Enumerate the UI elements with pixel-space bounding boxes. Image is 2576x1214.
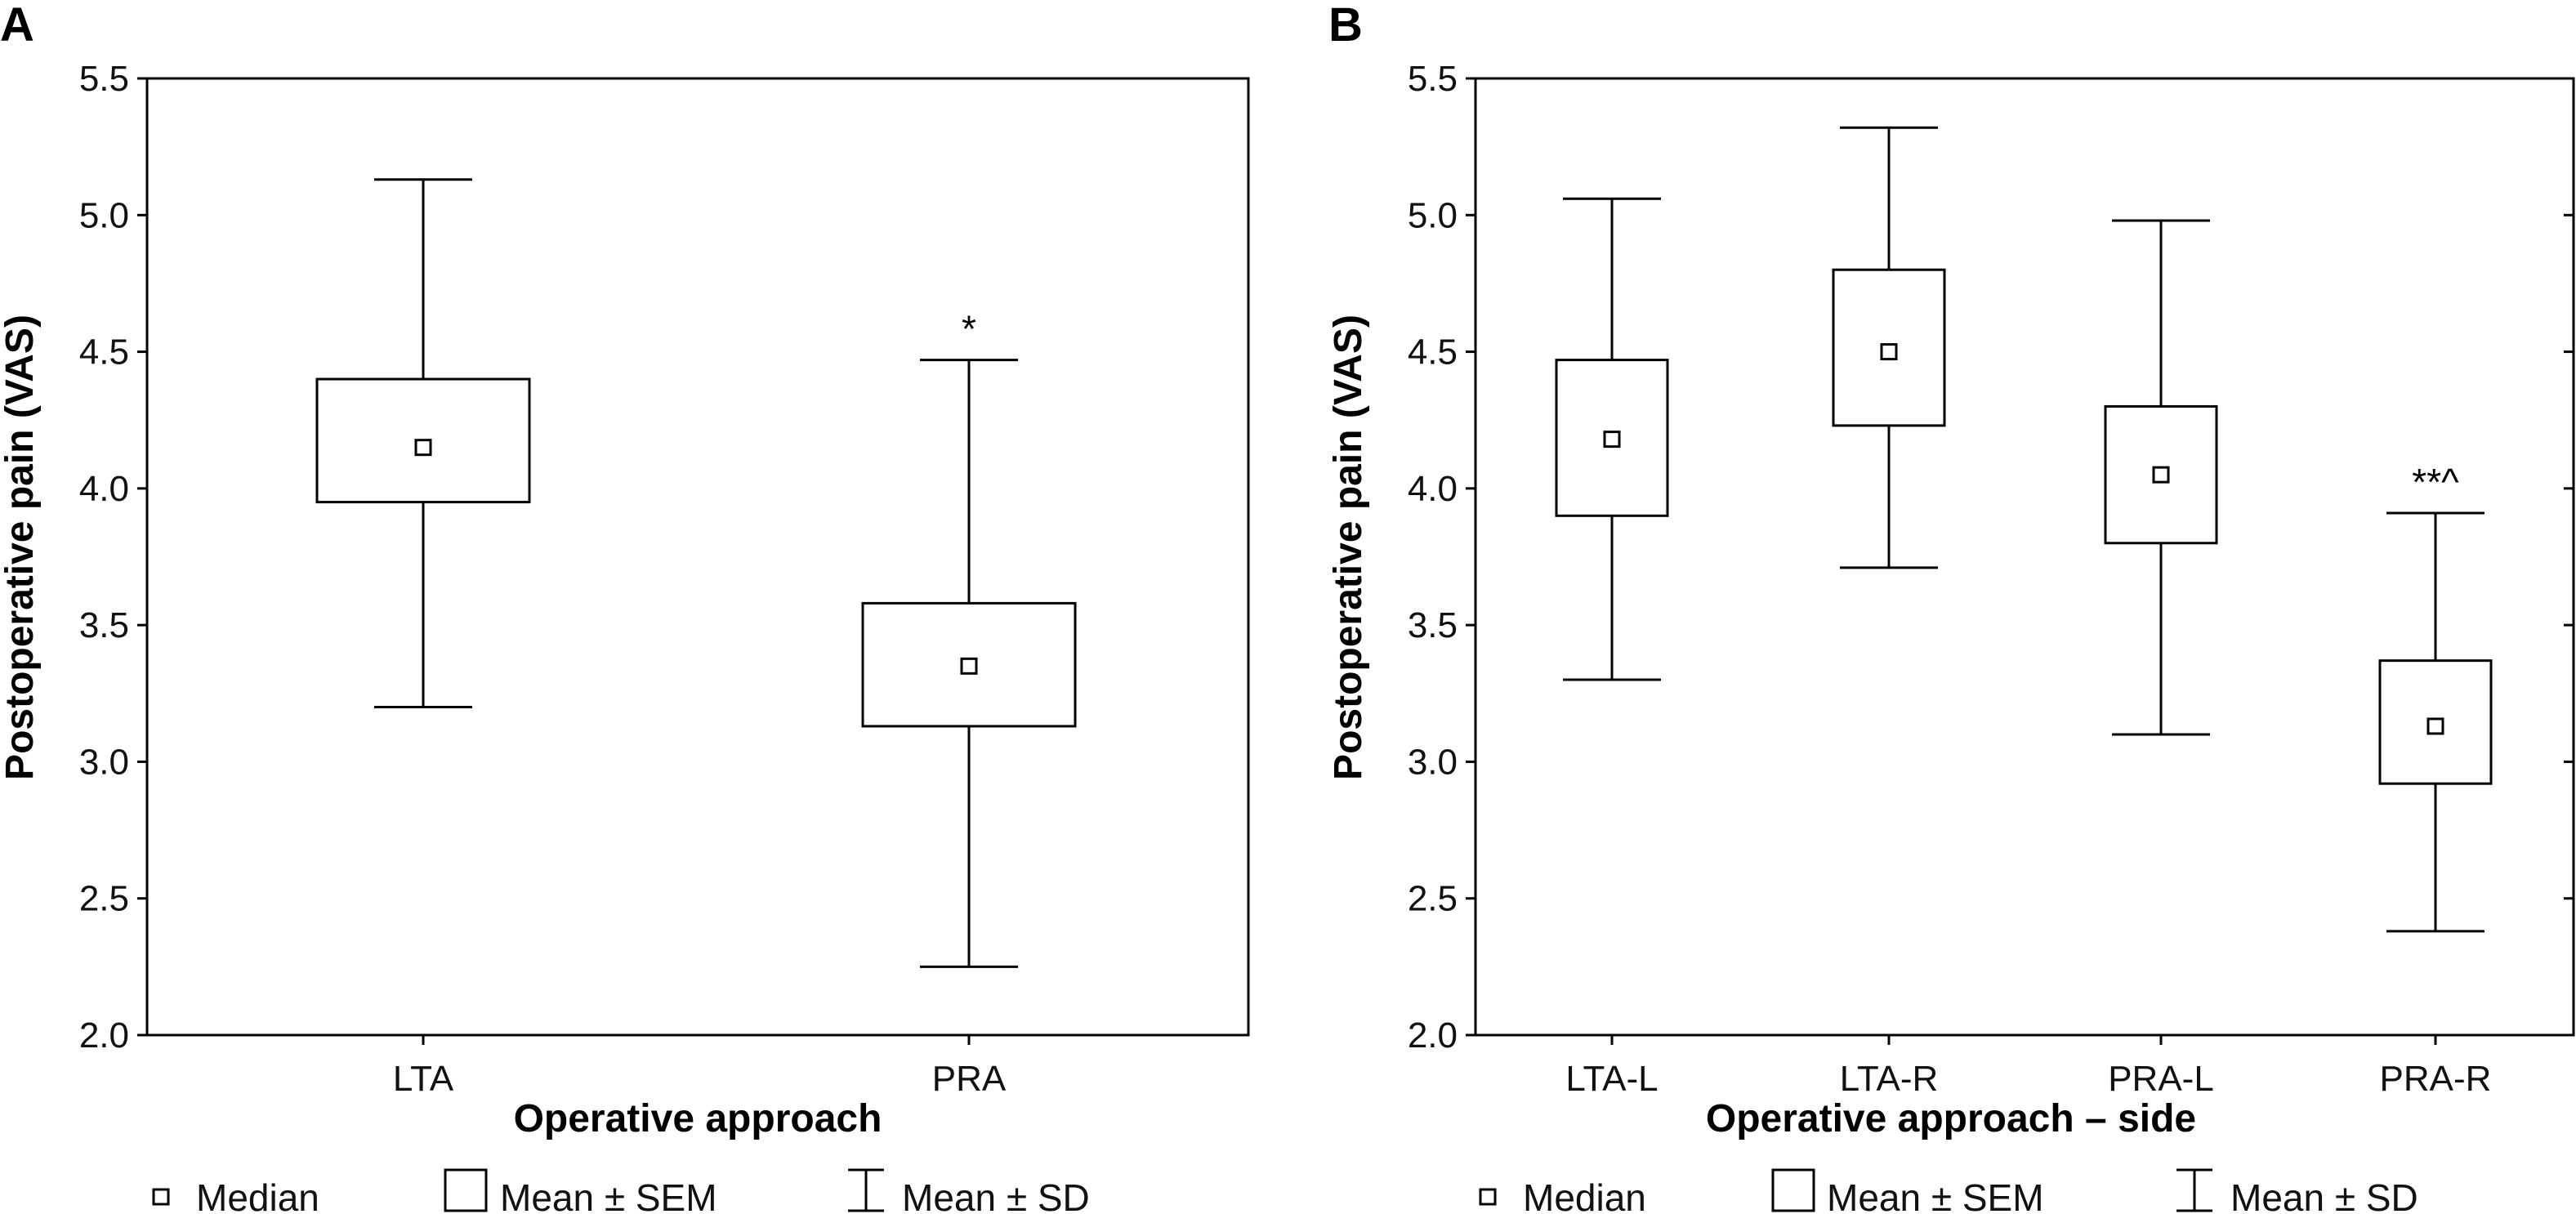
legend-sd-marker <box>848 1168 884 1212</box>
significance-annotation: * <box>962 308 976 350</box>
significance-annotation: **^ <box>2412 461 2459 503</box>
x-tick-label: LTA <box>393 1059 454 1099</box>
panel-b-x-axis-title: Operative approach – side <box>1706 1097 2196 1140</box>
y-tick-label: 4.5 <box>1408 333 1458 373</box>
panel-a-y-axis: 2.0 2.5 3.0 3.5 4.0 4.5 5.0 5.5 <box>79 59 147 1056</box>
legend-median-label: Median <box>196 1176 319 1214</box>
panel-a-box-marks: * <box>315 178 1077 968</box>
y-tick-label: 4.0 <box>1408 469 1458 509</box>
panel-b-x-axis: LTA-L LTA-R PRA-L PRA-R <box>1565 1035 2491 1099</box>
y-tick-label: 5.5 <box>79 59 129 99</box>
y-tick-label: 2.5 <box>1408 879 1458 919</box>
y-tick-label: 5.5 <box>1408 59 1458 99</box>
y-tick-label: 2.5 <box>79 879 129 919</box>
legend-sem-label: Mean ± SEM <box>1827 1176 2044 1214</box>
panel-b-y-axis-title: Postoperative pain (VAS) <box>1327 315 1370 780</box>
median-marker <box>414 439 432 457</box>
legend-sem-label: Mean ± SEM <box>500 1176 717 1214</box>
x-tick-label: PRA <box>932 1059 1007 1099</box>
legend-sem-marker <box>444 1168 488 1212</box>
panel-b-y-axis: 2.0 2.5 3.0 3.5 4.0 4.5 5.0 5.5 <box>1408 59 2574 1056</box>
panel-a-label: A <box>0 0 34 51</box>
x-tick-label: LTA-R <box>1840 1059 1939 1099</box>
y-tick-label: 2.0 <box>1408 1015 1458 1056</box>
panel-a: A 2.0 2.5 3.0 3.5 4.0 4.5 5.0 5.5 * LTA PRA Oper… <box>0 0 1250 1140</box>
y-tick-label: 5.0 <box>1408 195 1458 235</box>
legend-sem-marker <box>1771 1168 1815 1212</box>
y-tick-label: 3.0 <box>1408 742 1458 782</box>
median-marker <box>1880 343 1898 361</box>
panel-a-x-axis: LTA PRA <box>393 1035 1007 1099</box>
panel-a-x-axis-title: Operative approach <box>514 1097 882 1140</box>
panel-b-box-marks: **^ <box>1555 126 2493 933</box>
median-marker <box>2152 466 2170 484</box>
panel-b-legend: Median Mean ± SEM Mean ± SD <box>1479 1168 2418 1214</box>
panel-a-plot-frame <box>145 77 1250 1037</box>
y-tick-label: 4.0 <box>79 469 129 509</box>
legend-sd-label: Mean ± SD <box>2230 1176 2418 1214</box>
panel-b: B 2.02.53.03.54.04.55.05.5 **^ LTA-L LTA-… <box>1327 0 2575 1140</box>
y-tick-label: 3.5 <box>1408 605 1458 645</box>
legend-sd-label: Mean ± SD <box>902 1176 1090 1214</box>
median-marker <box>2426 717 2444 735</box>
panel-a-y-axis-title: Postoperative pain (VAS) <box>0 315 42 780</box>
y-tick-label: 2.0 <box>79 1015 129 1056</box>
x-tick-label: PRA-L <box>2108 1059 2214 1099</box>
legend-sd-marker <box>2176 1168 2212 1212</box>
median-marker <box>1603 431 1621 449</box>
x-tick-label: PRA-R <box>2380 1059 2492 1099</box>
y-tick-label: 4.5 <box>79 333 129 373</box>
panel-a-legend: Median Mean ± SEM Mean ± SD <box>152 1168 1090 1214</box>
legend-median-marker <box>152 1188 170 1206</box>
y-tick-label: 3.0 <box>79 742 129 782</box>
median-marker <box>960 657 978 675</box>
y-tick-label: 5.0 <box>79 195 129 235</box>
legend-median-marker <box>1479 1188 1497 1206</box>
panel-b-plot-frame <box>1474 77 2575 1037</box>
x-tick-label: LTA-L <box>1565 1059 1658 1099</box>
panel-b-label: B <box>1328 0 1363 51</box>
legend-median-label: Median <box>1523 1176 1646 1214</box>
y-tick-label: 3.5 <box>79 605 129 645</box>
